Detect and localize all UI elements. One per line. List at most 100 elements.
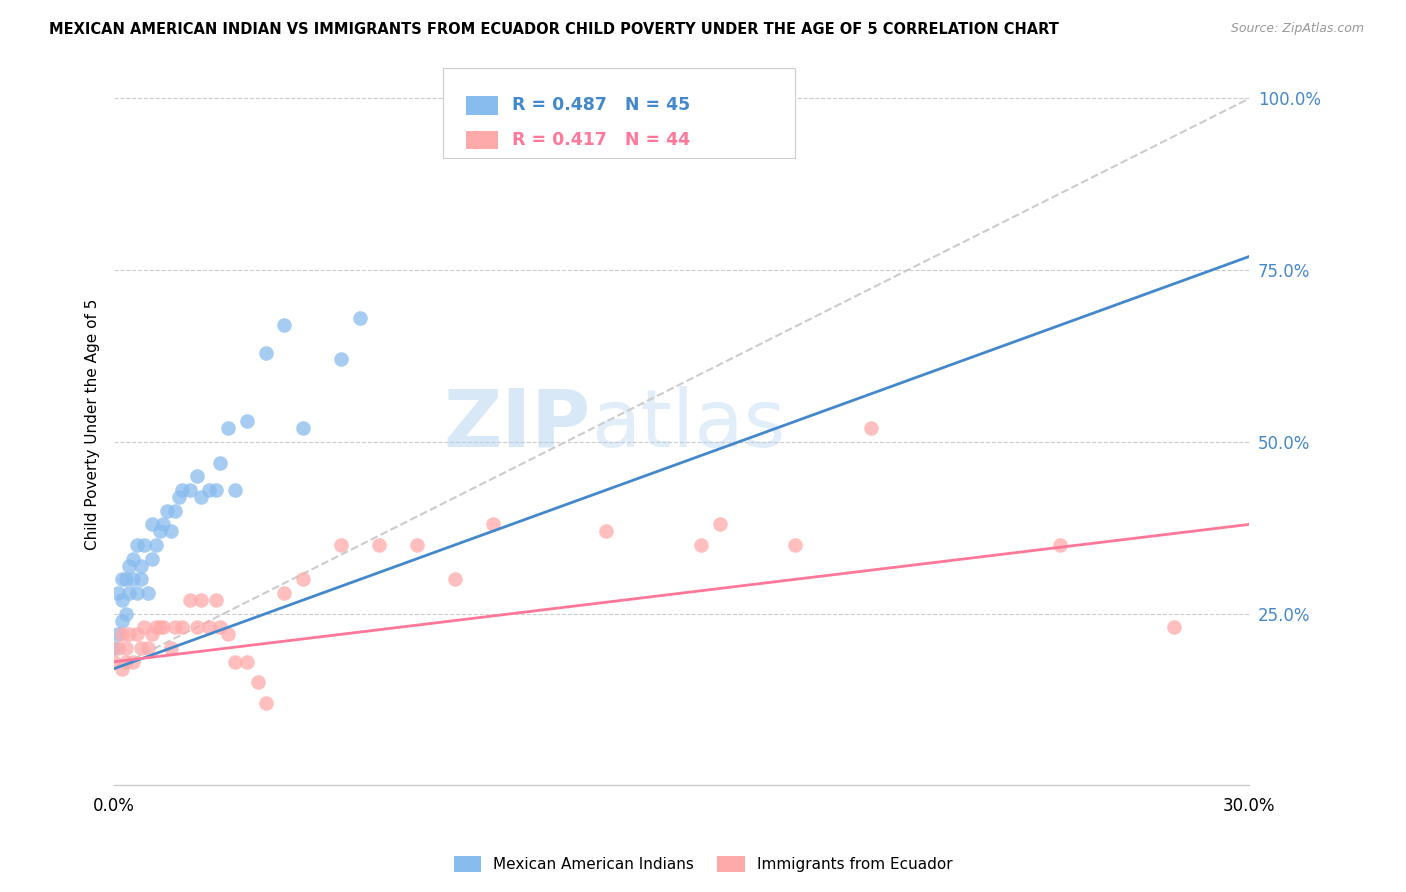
Point — [136, 641, 159, 656]
Text: R = 0.417   N = 44: R = 0.417 N = 44 — [512, 131, 689, 149]
Point — [118, 586, 141, 600]
Point — [254, 345, 277, 359]
Point — [235, 655, 257, 669]
Point — [538, 91, 561, 105]
FancyBboxPatch shape — [467, 131, 498, 149]
Point — [235, 414, 257, 428]
Point — [141, 517, 163, 532]
Point — [114, 655, 136, 669]
Point — [1163, 620, 1185, 634]
Text: MEXICAN AMERICAN INDIAN VS IMMIGRANTS FROM ECUADOR CHILD POVERTY UNDER THE AGE O: MEXICAN AMERICAN INDIAN VS IMMIGRANTS FR… — [49, 22, 1059, 37]
Point — [224, 655, 246, 669]
Point — [152, 620, 174, 634]
Point — [368, 538, 391, 552]
Point — [292, 572, 315, 586]
Point — [111, 572, 134, 586]
Point — [118, 558, 141, 573]
Point — [179, 483, 201, 497]
Point — [709, 517, 731, 532]
Point — [254, 696, 277, 710]
Point — [103, 655, 125, 669]
Point — [156, 503, 179, 517]
FancyBboxPatch shape — [443, 68, 796, 158]
Point — [111, 662, 134, 676]
Point — [163, 503, 186, 517]
Point — [122, 551, 145, 566]
Point — [273, 586, 295, 600]
Point — [160, 641, 183, 656]
Point — [246, 675, 269, 690]
Point — [111, 614, 134, 628]
Point — [129, 572, 152, 586]
Point — [172, 483, 194, 497]
Point — [519, 91, 541, 105]
Point — [190, 593, 212, 607]
Point — [785, 538, 807, 552]
Point — [349, 311, 371, 326]
Point — [273, 318, 295, 333]
Point — [111, 593, 134, 607]
Point — [163, 620, 186, 634]
Text: atlas: atlas — [591, 385, 786, 464]
Point — [217, 627, 239, 641]
Point — [330, 352, 353, 367]
Point — [224, 483, 246, 497]
Point — [114, 572, 136, 586]
Point — [859, 421, 882, 435]
Legend: Mexican American Indians, Immigrants from Ecuador: Mexican American Indians, Immigrants fro… — [446, 848, 960, 880]
Point — [107, 586, 129, 600]
Point — [114, 607, 136, 621]
Point — [114, 641, 136, 656]
Point — [125, 627, 148, 641]
Point — [205, 593, 228, 607]
Text: Source: ZipAtlas.com: Source: ZipAtlas.com — [1230, 22, 1364, 36]
Point — [481, 517, 503, 532]
Point — [122, 572, 145, 586]
Point — [122, 655, 145, 669]
Point — [145, 620, 167, 634]
Point — [179, 593, 201, 607]
Point — [134, 538, 156, 552]
Point — [136, 586, 159, 600]
Point — [292, 421, 315, 435]
Point — [167, 490, 190, 504]
Point — [129, 641, 152, 656]
Text: R = 0.487   N = 45: R = 0.487 N = 45 — [512, 96, 690, 114]
Point — [209, 620, 232, 634]
Point — [125, 586, 148, 600]
Point — [129, 558, 152, 573]
Point — [152, 517, 174, 532]
Point — [107, 627, 129, 641]
Point — [197, 620, 219, 634]
Point — [149, 524, 172, 539]
Point — [190, 490, 212, 504]
Point — [118, 627, 141, 641]
FancyBboxPatch shape — [467, 96, 498, 114]
Point — [406, 538, 429, 552]
Point — [330, 538, 353, 552]
Point — [197, 483, 219, 497]
Point — [443, 572, 465, 586]
Y-axis label: Child Poverty Under the Age of 5: Child Poverty Under the Age of 5 — [86, 299, 100, 550]
Point — [145, 538, 167, 552]
Point — [107, 641, 129, 656]
Point — [125, 538, 148, 552]
Point — [186, 620, 208, 634]
Point — [1049, 538, 1071, 552]
Point — [103, 641, 125, 656]
Text: ZIP: ZIP — [444, 385, 591, 464]
Point — [141, 627, 163, 641]
Point — [689, 538, 711, 552]
Point — [172, 620, 194, 634]
Point — [209, 456, 232, 470]
Point — [186, 469, 208, 483]
Point — [557, 91, 579, 105]
Point — [205, 483, 228, 497]
Point — [160, 524, 183, 539]
Point — [149, 620, 172, 634]
Point — [217, 421, 239, 435]
Point — [141, 551, 163, 566]
Point — [111, 627, 134, 641]
Point — [595, 524, 617, 539]
Point — [134, 620, 156, 634]
